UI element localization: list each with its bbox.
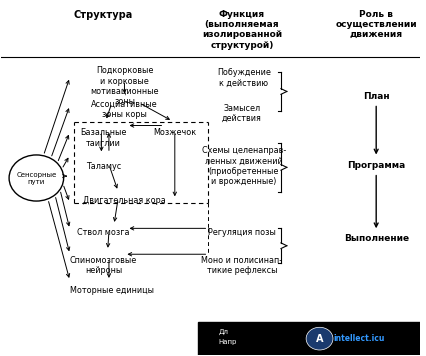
Text: План: План (362, 92, 389, 101)
Text: Побуждение
к действию: Побуждение к действию (216, 68, 271, 88)
Text: Моторные единицы: Моторные единицы (70, 286, 153, 295)
Text: Выполнение: Выполнение (343, 234, 408, 243)
Text: Спиномозговые
нейроны: Спиномозговые нейроны (70, 256, 137, 276)
Text: Базальные
таиглии: Базальные таиглии (80, 129, 127, 148)
Text: Замысел
действия: Замысел действия (222, 104, 261, 123)
Text: Напр: Напр (219, 339, 237, 345)
Text: Мозжечок: Мозжечок (153, 129, 196, 137)
Text: Регуляция позы: Регуляция позы (207, 227, 275, 237)
Text: Подкорковые
и корковые
мотивационные
зоны: Подкорковые и корковые мотивационные зон… (90, 66, 158, 106)
FancyBboxPatch shape (197, 321, 419, 355)
Text: A: A (315, 334, 322, 344)
Text: Моно и полисинап-
тикие рефлексы: Моно и полисинап- тикие рефлексы (201, 256, 282, 276)
Text: Ствол мозга: Ствол мозга (77, 228, 130, 237)
Text: Дл: Дл (219, 329, 228, 335)
Text: Сенсорные
пути: Сенсорные пути (16, 172, 56, 184)
Text: intellect.icu: intellect.icu (333, 334, 384, 343)
Text: Структура: Структура (74, 10, 133, 20)
Text: Ассоциативные
зоны коры: Ассоциативные зоны коры (91, 100, 157, 119)
Text: Программа: Программа (346, 161, 404, 170)
Text: Роль в
осуществлении
движения: Роль в осуществлении движения (334, 10, 416, 40)
Text: Функция
(выполняемая
изолированной
структурой): Функция (выполняемая изолированной струк… (201, 10, 281, 50)
Text: Двигательная кора: Двигательная кора (83, 196, 165, 205)
Text: Схемы целенаправ-
ленных движений
(приобретенные
и врожденные): Схемы целенаправ- ленных движений (приоб… (201, 146, 285, 186)
Circle shape (305, 327, 332, 350)
Text: Таламус: Таламус (86, 162, 121, 171)
